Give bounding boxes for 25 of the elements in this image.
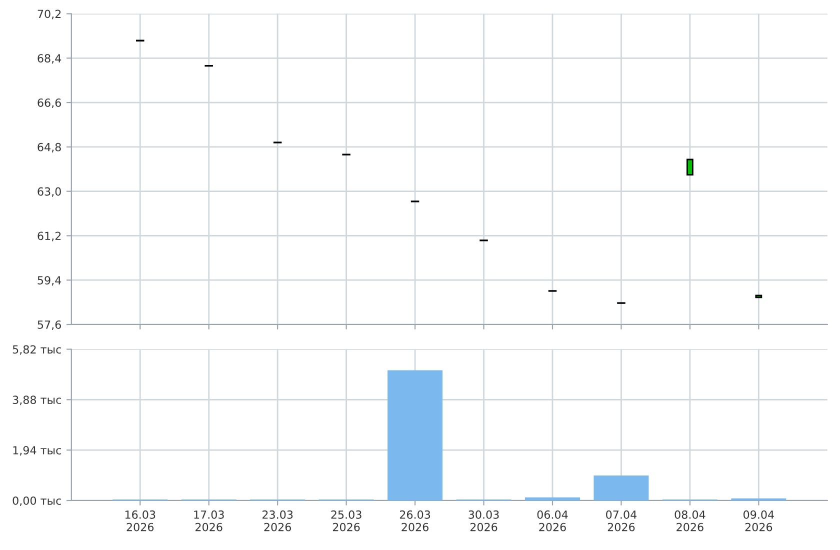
x-tick-label: 25.03 2026 <box>331 510 362 532</box>
y-tick-label: 68,4 <box>38 54 62 64</box>
bar <box>388 370 443 500</box>
y-tick-label: 66,6 <box>38 98 61 108</box>
y-tick-label: 70,2 <box>38 10 61 20</box>
y-tick-label: 5,82 тыс <box>12 345 61 355</box>
y-tick-label: 3,88 тыс <box>12 396 61 406</box>
y-tick-label: 64,8 <box>38 142 61 152</box>
y-tick-label: 63,0 <box>38 187 61 197</box>
bar <box>525 497 580 500</box>
x-tick-label: 30.03 2026 <box>468 510 499 532</box>
y-tick-label: 0,00 тыс <box>12 496 61 506</box>
y-tick-label: 57,6 <box>38 320 61 330</box>
y-tick-label: 1,94 тыс <box>13 446 61 456</box>
bar <box>594 476 649 500</box>
x-tick-label: 16.03 2026 <box>125 510 156 532</box>
x-tick-label: 26.03 2026 <box>400 510 430 532</box>
x-tick-label: 23.03 2026 <box>262 510 293 532</box>
x-tick-label: 17.03 2026 <box>194 510 224 532</box>
y-tick-label: 61,2 <box>38 232 61 242</box>
x-tick-label: 07.04 2026 <box>606 510 636 532</box>
x-tick-label: 08.04 2026 <box>674 510 706 532</box>
y-tick-label: 59,4 <box>38 276 62 286</box>
x-tick-label: 09.04 2026 <box>744 510 774 532</box>
x-tick-label: 06.04 2026 <box>537 510 568 532</box>
